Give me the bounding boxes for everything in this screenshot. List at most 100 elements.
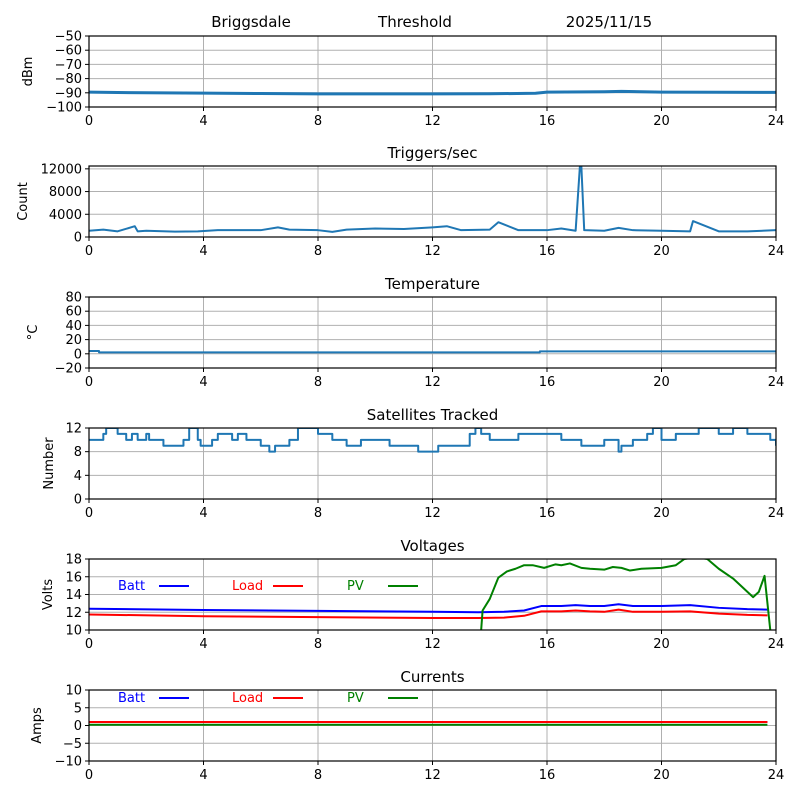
x-tick-label: 24	[768, 768, 785, 783]
legend-label-batt: Batt	[118, 691, 145, 706]
x-tick-label: 24	[768, 637, 785, 652]
y-tick-label: 10	[65, 684, 82, 699]
panel-triggers-sec: 0 4 8 12 16 20 24 0 4000 8000 12000 Triggers/sec Cou…	[16, 144, 784, 259]
x-tick-label: 20	[653, 114, 670, 129]
series-line-temperature	[89, 349, 776, 354]
y-tick-label: −90	[55, 86, 82, 101]
x-tick-label: 0	[85, 114, 93, 129]
y-tick-label: 20	[65, 333, 82, 348]
axes-frame	[88, 35, 777, 108]
axes-frame	[88, 427, 777, 500]
x-tick-label: 20	[653, 768, 670, 783]
panel-title: Triggers/sec	[387, 144, 478, 162]
series-group	[89, 166, 776, 233]
y-tick-label: 12000	[41, 162, 82, 177]
legend-label-pv: PV	[347, 691, 364, 706]
panel-title: Voltages	[400, 537, 464, 555]
y-tick-label: 16	[65, 570, 82, 585]
panel-satellites-tracked: 0 4 8 12 16 20 24 0 4 8 12 Satellites Tracked Number	[42, 406, 784, 521]
axes-frame	[88, 165, 777, 238]
axes-frame	[88, 296, 777, 369]
series-line-satellites	[89, 428, 776, 453]
y-axis-label: Volts	[41, 579, 56, 611]
x-tick-label: 4	[199, 375, 207, 390]
x-tick-label: 12	[424, 506, 441, 521]
x-tick-label: 20	[653, 375, 670, 390]
series-group	[89, 720, 768, 726]
y-tick-label: 12	[65, 606, 82, 621]
y-tick-label: −5	[63, 737, 82, 752]
x-tick-label: 8	[314, 244, 322, 259]
y-tick-label: 80	[65, 291, 82, 306]
x-tick-label: 8	[314, 506, 322, 521]
series-line-triggers	[89, 166, 776, 233]
x-tick-label: 20	[653, 637, 670, 652]
y-tick-label: 40	[65, 319, 82, 334]
y-tick-label: −50	[55, 30, 82, 45]
y-tick-label: −10	[55, 755, 82, 770]
x-tick-label: 16	[539, 244, 556, 259]
legend-label-load: Load	[232, 691, 263, 706]
header-mode: Threshold	[377, 13, 452, 31]
y-tick-label: 0	[74, 347, 82, 362]
y-tick-label: 0	[74, 493, 82, 508]
x-tick-label: 12	[424, 768, 441, 783]
header-date: 2025/11/15	[566, 13, 652, 31]
y-tick-label: 4000	[49, 208, 82, 223]
x-tick-label: 16	[539, 506, 556, 521]
y-tick-label: 8000	[49, 185, 82, 200]
y-tick-label: 12	[65, 422, 82, 437]
series-line-load	[89, 608, 768, 620]
x-tick-label: 12	[424, 244, 441, 259]
panel-title: Temperature	[384, 275, 480, 293]
x-tick-label: 8	[314, 768, 322, 783]
y-tick-label: 60	[65, 305, 82, 320]
x-tick-label: 8	[314, 114, 322, 129]
series-line-pv	[480, 559, 772, 630]
series-group	[89, 428, 776, 453]
y-tick-label: 5	[74, 701, 82, 716]
x-tick-label: 12	[424, 637, 441, 652]
y-tick-label: −20	[55, 362, 82, 377]
x-tick-label: 24	[768, 244, 785, 259]
y-tick-label: 8	[74, 445, 82, 460]
y-tick-label: −80	[55, 72, 82, 87]
x-tick-label: 24	[768, 114, 785, 129]
y-tick-label: 0	[74, 719, 82, 734]
axes-frame	[88, 558, 777, 631]
panel-title: Satellites Tracked	[367, 406, 498, 424]
x-tick-label: 0	[85, 637, 93, 652]
x-tick-label: 0	[85, 768, 93, 783]
x-tick-label: 4	[199, 506, 207, 521]
x-tick-label: 4	[199, 637, 207, 652]
x-tick-label: 20	[653, 244, 670, 259]
y-axis-label: dBm	[21, 57, 36, 87]
x-tick-label: 16	[539, 768, 556, 783]
x-tick-label: 4	[199, 244, 207, 259]
header-station: Briggsdale	[211, 13, 291, 31]
panel-currents: 0 4 8 12 16 20 24 10 5 0 −5 −10 Currents Amps Batt Load…	[30, 668, 784, 783]
series-group	[89, 89, 776, 96]
panel-voltages: 0 4 8 12 16 20 24 18 16 14 12 10 Voltages Volts Batt Lo…	[41, 537, 784, 652]
series-group	[89, 559, 772, 630]
panel-title: Currents	[400, 668, 464, 686]
y-tick-label: −70	[55, 58, 82, 73]
x-tick-label: 0	[85, 244, 93, 259]
y-tick-label: 18	[65, 553, 82, 568]
y-axis-label: Count	[16, 182, 31, 221]
legend-label-batt: Batt	[118, 579, 145, 594]
x-tick-label: 0	[85, 506, 93, 521]
legend-label-load: Load	[232, 579, 263, 594]
x-tick-label: 16	[539, 375, 556, 390]
series-line-batt	[89, 603, 768, 614]
series-group	[89, 349, 776, 354]
y-tick-label: −60	[55, 44, 82, 59]
y-tick-label: −100	[46, 101, 82, 116]
y-tick-label: 14	[65, 588, 82, 603]
x-tick-label: 8	[314, 375, 322, 390]
x-tick-label: 24	[768, 375, 785, 390]
x-tick-label: 8	[314, 637, 322, 652]
x-tick-label: 12	[424, 114, 441, 129]
